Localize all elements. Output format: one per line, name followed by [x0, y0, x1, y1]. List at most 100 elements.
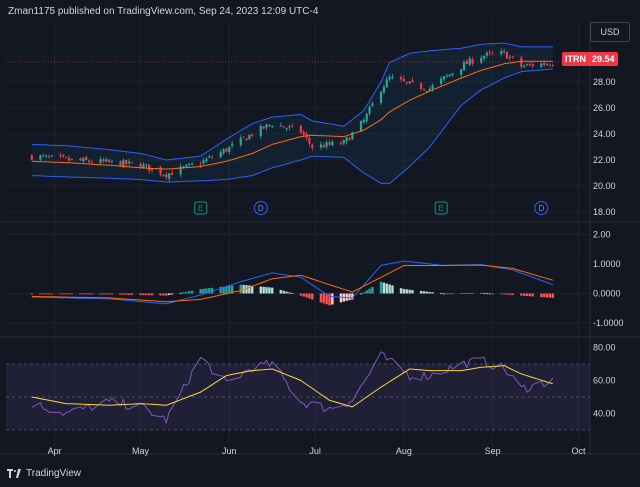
macd-histogram-bar — [87, 293, 91, 295]
macd-histogram-bar — [520, 293, 523, 296]
candle — [342, 140, 345, 144]
macd-histogram-bar — [159, 293, 162, 296]
candle — [385, 79, 388, 88]
candle — [248, 134, 251, 140]
macd-histogram-bar — [379, 281, 383, 294]
candle — [231, 143, 234, 146]
macd-histogram-bar — [425, 291, 429, 294]
macd-histogram-bar — [442, 293, 446, 295]
macd-histogram-bar — [279, 289, 283, 294]
candle — [99, 159, 102, 163]
candle — [262, 126, 265, 129]
macd-histogram-bar — [551, 293, 554, 298]
candle — [508, 57, 511, 59]
macd-histogram-bar — [500, 293, 503, 295]
macd-histogram-bar — [64, 293, 68, 295]
macd-histogram-bar — [488, 293, 492, 295]
macd-histogram-bar — [179, 292, 182, 294]
macd-histogram-bar — [365, 290, 368, 294]
macd-histogram-bar — [110, 293, 114, 295]
candle — [279, 125, 282, 127]
macd-histogram-bar — [348, 293, 351, 301]
candle — [85, 157, 88, 161]
macd-histogram-bar — [107, 293, 111, 295]
candle — [110, 160, 114, 162]
macd-histogram-bar — [465, 293, 469, 294]
candle — [419, 83, 423, 89]
bollinger-lower-line — [31, 68, 553, 184]
candle — [505, 51, 509, 59]
macd-histogram-bar — [402, 289, 406, 294]
macd-histogram-bar — [139, 293, 142, 296]
candle — [480, 57, 483, 63]
y-tick-label: 22.00 — [593, 155, 616, 165]
rsi-band-fill — [6, 364, 590, 430]
x-tick-label: May — [132, 446, 150, 456]
macd-histogram-bar — [545, 293, 549, 298]
x-tick-label: Sep — [485, 446, 501, 456]
candle — [282, 126, 285, 128]
macd-histogram-bar — [167, 293, 171, 296]
macd-histogram-bar — [239, 284, 242, 294]
candle — [242, 136, 245, 138]
macd-histogram-bar — [47, 293, 51, 295]
candle — [471, 59, 474, 64]
candle — [319, 144, 323, 148]
macd-histogram-bar — [439, 293, 443, 294]
macd-histogram-bar — [82, 293, 85, 295]
candle — [520, 57, 523, 67]
y-tick-label: 80.00 — [593, 343, 616, 353]
symbol-label: ITRN — [565, 54, 586, 64]
macd-histogram-bar — [119, 293, 122, 295]
macd-histogram-bar — [385, 283, 388, 294]
candle — [79, 158, 82, 161]
candle — [259, 126, 262, 137]
currency-button[interactable]: USD — [590, 22, 630, 42]
macd-histogram-bar — [185, 291, 188, 294]
macd-histogram-bar — [540, 293, 543, 298]
y-tick-label: 20.00 — [593, 181, 616, 191]
tradingview-logo-icon — [7, 469, 21, 478]
candle — [182, 166, 185, 168]
candle — [440, 78, 443, 84]
candle — [130, 162, 134, 164]
macd-histogram-bar — [325, 293, 328, 305]
macd-histogram-bar — [548, 293, 552, 298]
dividend-marker — [534, 201, 549, 215]
candle — [351, 132, 354, 140]
candle — [388, 76, 391, 80]
macd-histogram-bar — [351, 293, 354, 300]
macd-histogram-bar — [62, 293, 65, 295]
y-tick-label: 24.00 — [593, 129, 616, 139]
candle — [322, 145, 325, 148]
macd-histogram-bar — [39, 293, 42, 295]
candle — [348, 138, 351, 141]
candle — [359, 120, 363, 132]
brand[interactable]: TradingView — [7, 468, 81, 479]
macd-histogram-bar — [422, 291, 426, 294]
candle — [462, 62, 466, 71]
macd-histogram-bar — [265, 287, 268, 294]
attribution-header: Zman1175 published on TradingView.com, S… — [8, 6, 319, 17]
macd-histogram-bar — [459, 293, 463, 295]
y-tick-label: 26.00 — [593, 103, 616, 113]
candle — [411, 80, 414, 83]
candle — [328, 142, 331, 145]
macd-histogram-bar — [288, 292, 291, 294]
candle — [67, 158, 71, 161]
macd-histogram-bar — [142, 293, 145, 296]
macd-histogram-bar — [199, 289, 202, 294]
candle — [102, 159, 105, 162]
candle — [145, 164, 148, 166]
candle — [82, 158, 85, 162]
candle — [228, 146, 231, 152]
candle — [271, 125, 274, 127]
candle — [288, 126, 291, 128]
y-tick-label: 60.00 — [593, 376, 616, 386]
candle — [150, 168, 154, 170]
candle — [531, 64, 534, 67]
macd-histogram-bar — [322, 293, 325, 304]
event-label: D — [538, 204, 544, 213]
macd-histogram-bar — [230, 285, 234, 294]
